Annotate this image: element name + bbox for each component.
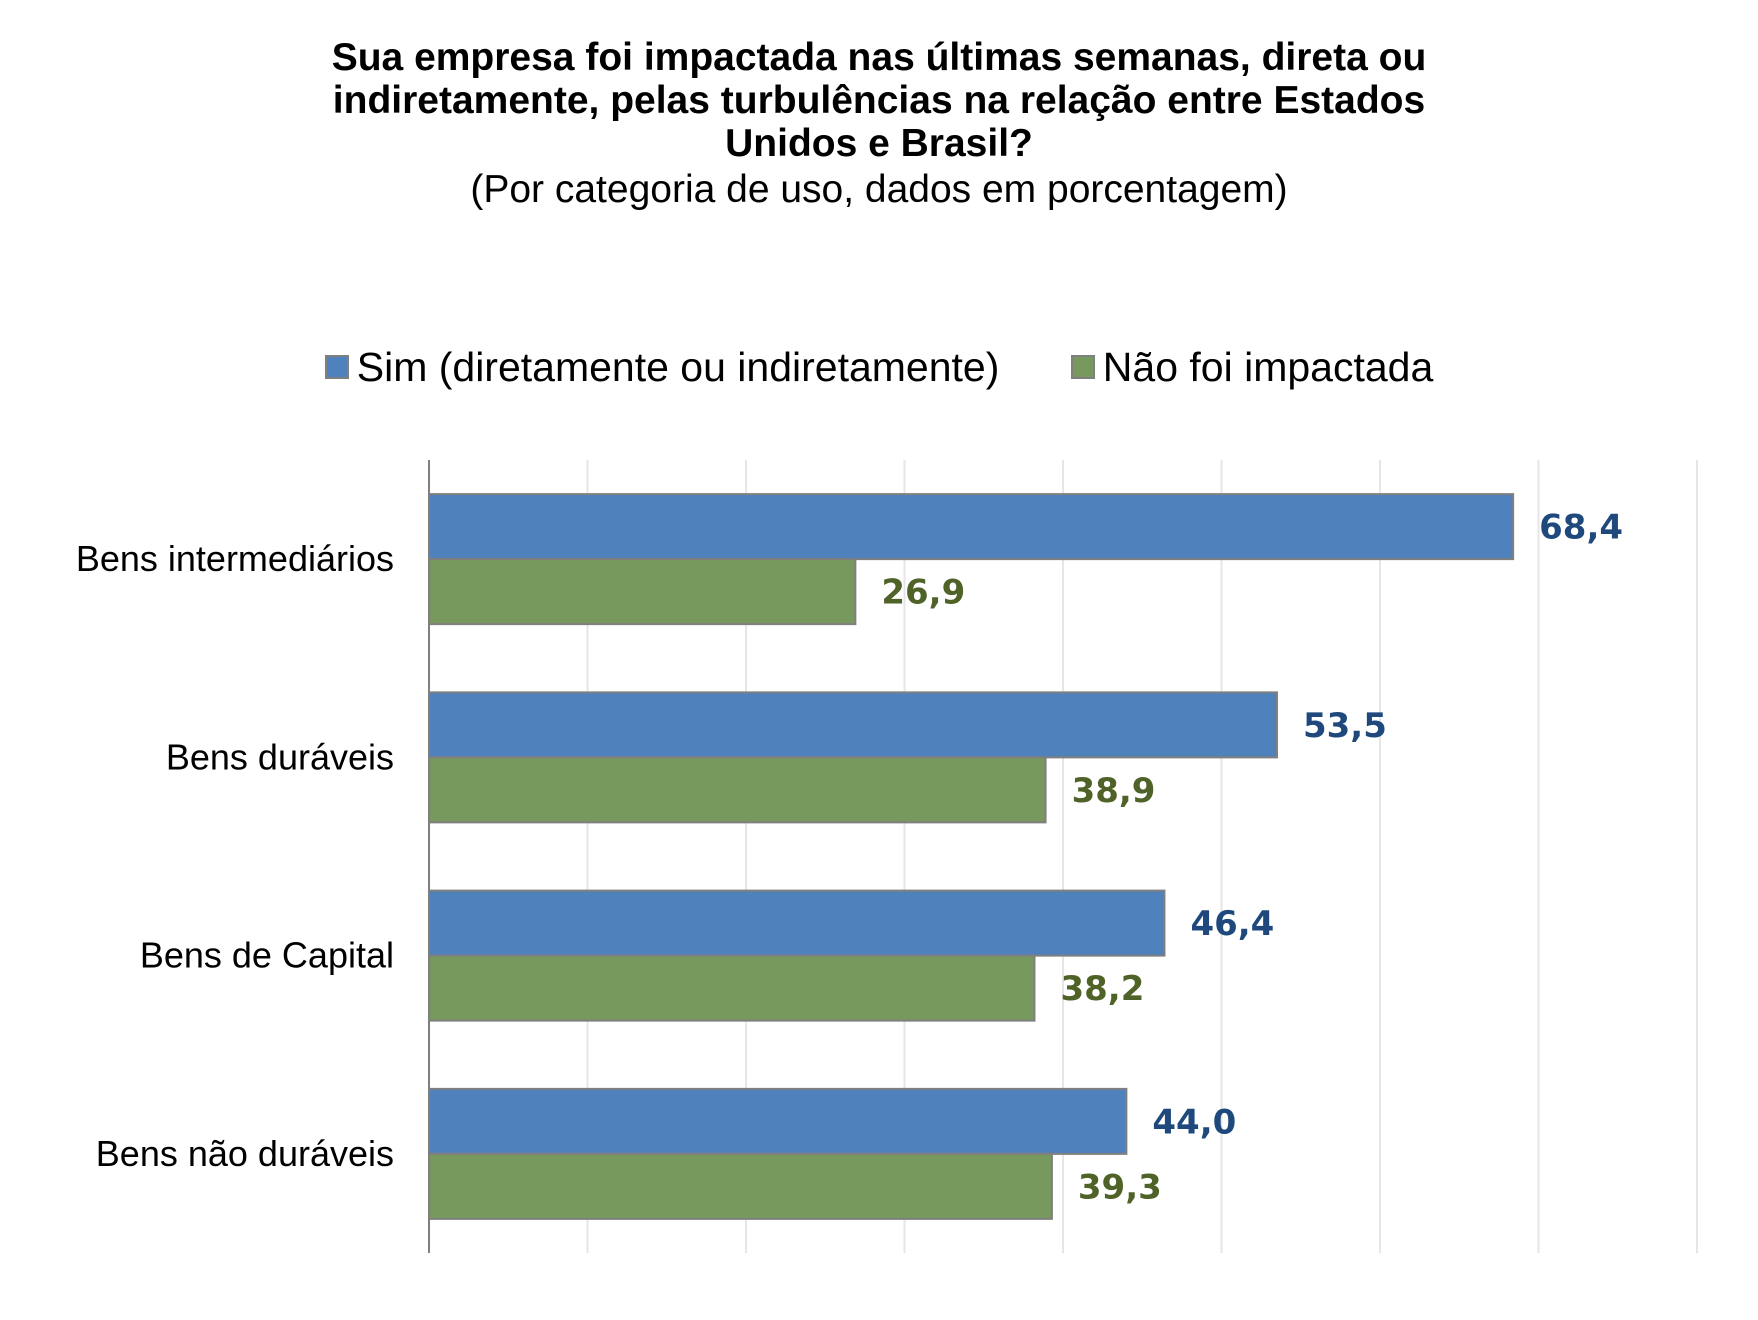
category-label: Bens não duráveis [96, 1133, 394, 1174]
data-label: 44,0 [1152, 1102, 1236, 1142]
bar-nao [428, 558, 857, 626]
category-label: Bens intermediários [76, 538, 394, 579]
data-label: 26,9 [881, 573, 965, 613]
legend-swatch-sim [324, 355, 349, 379]
chart-title: Sua empresa foi impactada nas últimas se… [0, 36, 1758, 215]
data-label: 39,3 [1078, 1167, 1162, 1207]
labels: Bens intermediários 68,4 26,9 Bens duráveis… [76, 508, 1623, 1208]
legend-item-sim: Sim (diretamente ou indiretamente) [324, 343, 1000, 391]
legend-label-nao: Não foi impactada [1102, 343, 1434, 390]
bars [428, 493, 1515, 1220]
bar-nao [428, 756, 1047, 824]
bar-nao [428, 1152, 1053, 1220]
bar-sim [428, 493, 1515, 561]
title-line-1: Sua empresa foi impactada nas últimas se… [331, 36, 1427, 79]
legend-label-sim: Sim (diretamente ou indiretamente) [356, 343, 1000, 390]
data-label: 38,9 [1072, 771, 1156, 811]
bar-sim [428, 1087, 1128, 1155]
category-label: Bens duráveis [166, 736, 394, 777]
chart-subtitle: (Por categoria de uso, dados em porcenta… [470, 168, 1288, 211]
legend-item-nao: Não foi impactada [1070, 343, 1434, 391]
title-line-3: Unidos e Brasil? [725, 122, 1033, 165]
bar-sim [428, 691, 1278, 759]
legend: Sim (diretamente ou indiretamente) Não f… [0, 342, 1758, 391]
data-label: 38,2 [1060, 969, 1144, 1009]
category-label: Bens de Capital [140, 935, 394, 976]
data-label: 53,5 [1303, 706, 1387, 746]
data-label: 68,4 [1539, 508, 1623, 548]
bar-sim [428, 889, 1166, 957]
legend-swatch-nao [1070, 355, 1095, 379]
title-line-2: indiretamente, pelas turbulências na rel… [332, 79, 1426, 122]
data-label: 46,4 [1190, 904, 1274, 944]
bar-nao [428, 954, 1036, 1022]
